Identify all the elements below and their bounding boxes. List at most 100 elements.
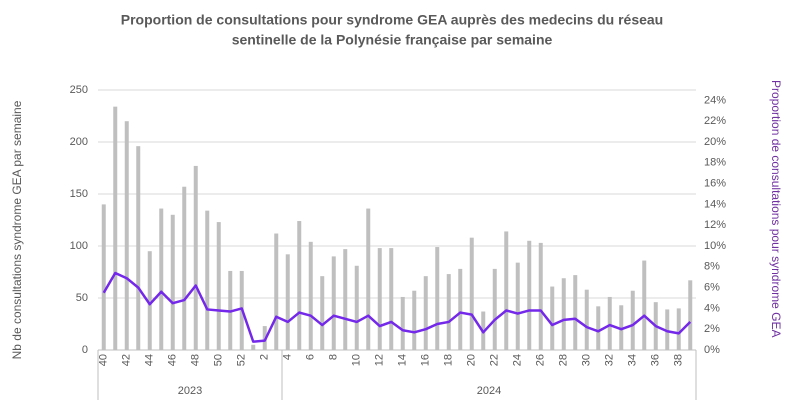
bar xyxy=(515,262,520,350)
x-tick-label: 10 xyxy=(351,354,363,366)
bar xyxy=(285,254,290,350)
bar xyxy=(113,106,118,350)
x-tick-label: 26 xyxy=(535,354,547,366)
bar xyxy=(435,247,440,350)
y2-tick-label: 16% xyxy=(704,178,726,190)
x-tick-label: 52 xyxy=(236,354,248,366)
x-tick-label: 2 xyxy=(259,354,271,360)
bar xyxy=(366,208,371,350)
bar xyxy=(642,260,647,350)
x-tick-label: 48 xyxy=(190,354,202,366)
bar xyxy=(492,268,497,350)
chart-title: sentinelle de la Polynésie française par… xyxy=(232,32,553,48)
chart-title: Proportion de consultations pour syndrom… xyxy=(121,12,664,28)
x-tick-label: 34 xyxy=(627,354,639,366)
y2-tick-label: 20% xyxy=(704,136,726,148)
bar xyxy=(561,278,566,350)
y2-tick-label: 22% xyxy=(704,115,726,127)
bar xyxy=(665,309,670,350)
y-tick-label: 100 xyxy=(70,240,88,252)
x-tick-label: 36 xyxy=(650,354,662,366)
bar xyxy=(538,242,543,350)
y-tick-label: 200 xyxy=(70,136,88,148)
x-tick-label: 18 xyxy=(443,354,455,366)
bar xyxy=(573,275,578,350)
bar xyxy=(297,221,302,350)
bar xyxy=(331,256,336,350)
bar xyxy=(630,290,635,350)
bar xyxy=(550,286,555,350)
y2-tick-label: 10% xyxy=(704,240,726,252)
y-tick-label: 150 xyxy=(70,188,88,200)
x-tick-label: 12 xyxy=(374,354,386,366)
y2-tick-label: 14% xyxy=(704,198,726,210)
bar xyxy=(182,186,187,350)
bar xyxy=(377,248,382,350)
bar xyxy=(343,249,348,350)
bar xyxy=(469,237,474,350)
x-tick-label: 6 xyxy=(305,354,317,360)
bar xyxy=(688,280,693,350)
y2-tick-label: 6% xyxy=(704,282,720,294)
x-tick-label: 46 xyxy=(167,354,179,366)
bar xyxy=(423,276,428,350)
y-tick-label: 0 xyxy=(82,344,88,356)
y2-axis-label: Proportion de consultations pour syndrom… xyxy=(769,80,783,337)
bar xyxy=(101,204,106,350)
bar xyxy=(136,146,141,350)
bar xyxy=(205,210,210,350)
y-tick-label: 250 xyxy=(70,84,88,96)
bar xyxy=(170,214,175,350)
bar xyxy=(216,222,221,350)
bar xyxy=(193,165,198,350)
bar xyxy=(527,240,532,350)
bar xyxy=(584,289,589,350)
bar xyxy=(308,241,313,350)
bar xyxy=(251,344,256,350)
x-tick-label: 28 xyxy=(558,354,570,366)
bar xyxy=(274,233,279,350)
line xyxy=(102,271,692,343)
x-tick-label: 44 xyxy=(144,354,156,366)
bar xyxy=(412,290,417,350)
y2-tick-label: 4% xyxy=(704,302,720,314)
y2-tick-label: 12% xyxy=(704,219,726,231)
x-tick-label: 40 xyxy=(98,354,110,366)
bar xyxy=(619,305,624,350)
bar xyxy=(159,208,164,350)
y-tick-label: 50 xyxy=(76,292,88,304)
x-tick-label: 42 xyxy=(121,354,133,366)
bar xyxy=(607,296,612,350)
bar xyxy=(400,296,405,350)
x-tick-label: 38 xyxy=(673,354,685,366)
x-tick-label: 4 xyxy=(282,354,294,360)
y2-tick-label: 2% xyxy=(704,323,720,335)
x-tick-label: 30 xyxy=(581,354,593,366)
bar xyxy=(389,248,394,350)
y2-tick-label: 8% xyxy=(704,261,720,273)
x-tick-label: 32 xyxy=(604,354,616,366)
bar xyxy=(596,306,601,350)
bar xyxy=(320,276,325,350)
group-label: 2024 xyxy=(477,385,501,397)
bar xyxy=(354,265,359,350)
x-tick-label: 8 xyxy=(328,354,340,360)
bar xyxy=(147,251,152,350)
y2-tick-label: 18% xyxy=(704,157,726,169)
y2-tick-label: 0% xyxy=(704,344,720,356)
bar xyxy=(446,274,451,350)
y-axis-label: Nb de consultations syndrome GEA par sem… xyxy=(10,100,24,359)
x-tick-label: 14 xyxy=(397,354,409,366)
x-tick-label: 24 xyxy=(512,354,524,366)
x-tick-label: 20 xyxy=(466,354,478,366)
x-tick-label: 22 xyxy=(489,354,501,366)
y2-tick-label: 24% xyxy=(704,94,726,106)
x-tick-label: 16 xyxy=(420,354,432,366)
bar xyxy=(676,308,681,350)
x-tick-label: 50 xyxy=(213,354,225,366)
group-label: 2023 xyxy=(178,385,202,397)
bar xyxy=(504,231,509,350)
bar xyxy=(458,268,463,350)
